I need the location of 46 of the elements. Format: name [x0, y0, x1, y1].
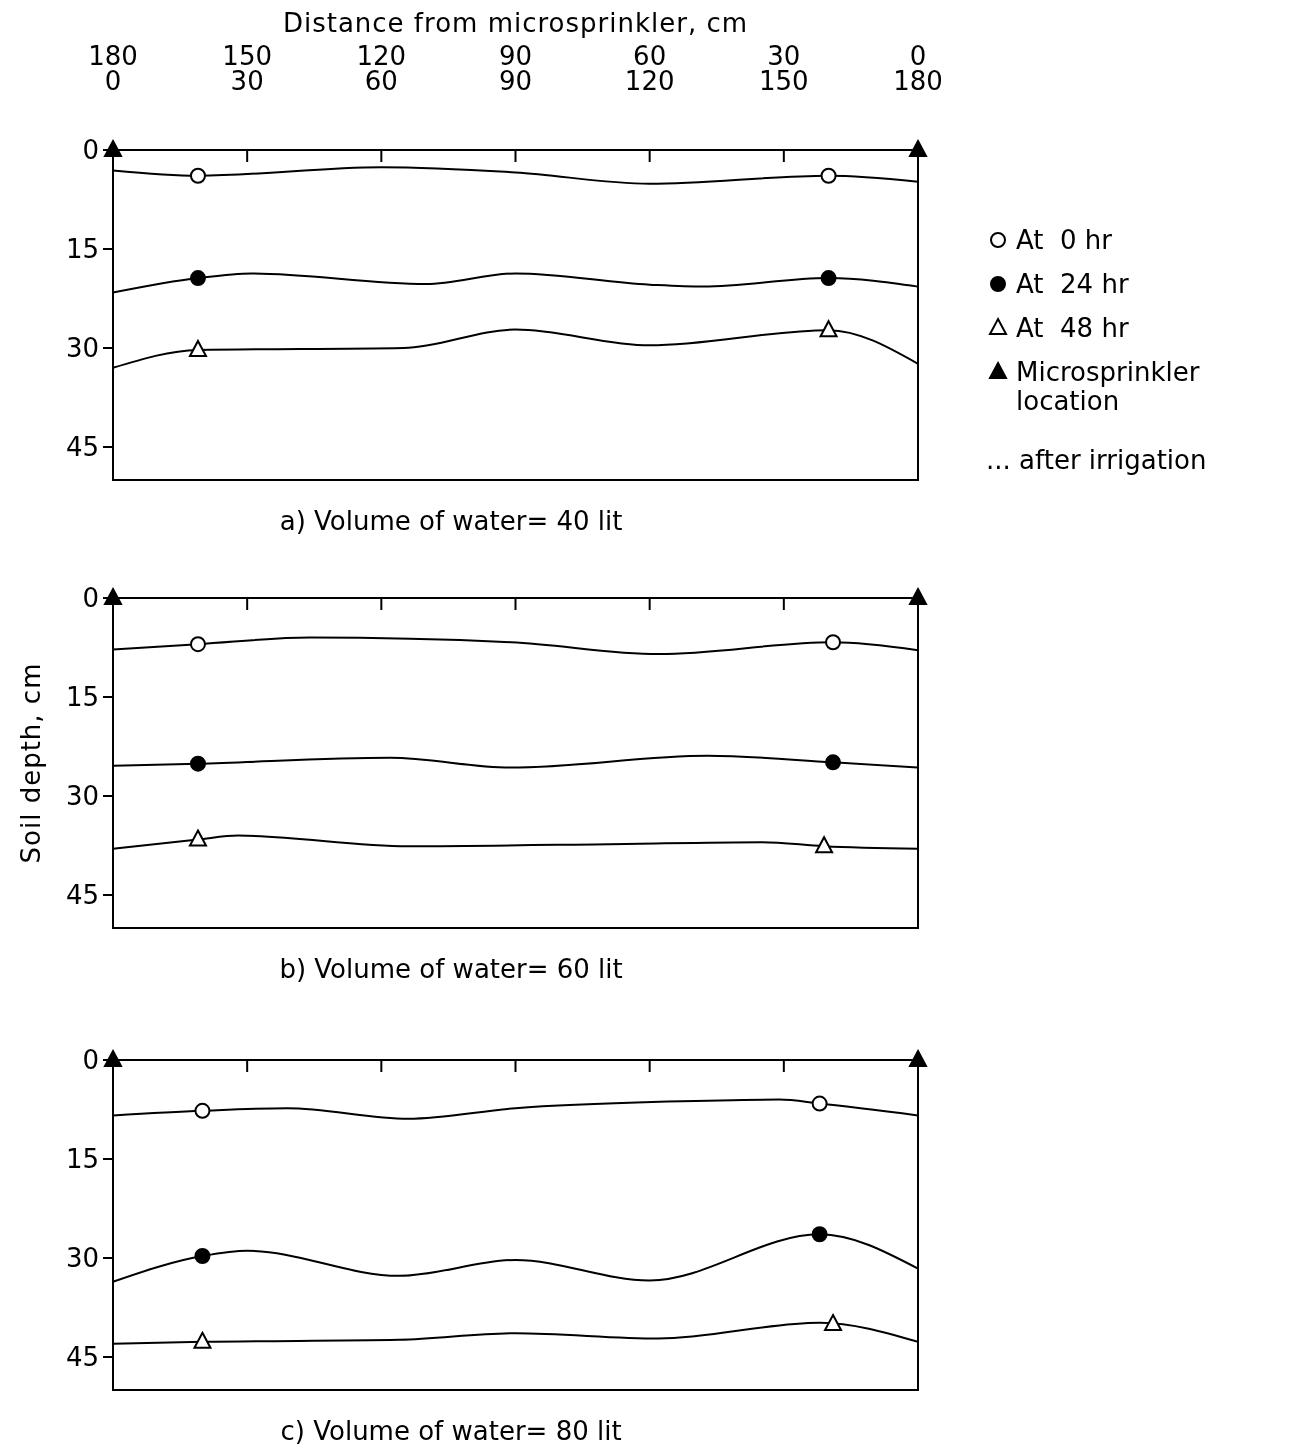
- y-tick-label: 0: [82, 1045, 99, 1076]
- legend-label: Microsprinkler location: [1016, 357, 1200, 416]
- point: [811, 1095, 828, 1112]
- y-tick-label: 45: [65, 880, 99, 911]
- y-tick-label: 0: [82, 583, 99, 614]
- point: [194, 1248, 211, 1265]
- point: [104, 588, 122, 605]
- point: [104, 1050, 122, 1067]
- y-tick-label: 15: [65, 1144, 99, 1175]
- y-tick-label: 15: [65, 234, 99, 265]
- y-tick-label: 15: [65, 682, 99, 713]
- text: a) Volume of water= 40 lit: [279, 506, 623, 536]
- y-tick-label: 30: [65, 333, 99, 364]
- point: [825, 754, 842, 771]
- y-tick-label: 30: [65, 781, 99, 812]
- point: [815, 836, 834, 854]
- point: [825, 634, 842, 651]
- point: [189, 167, 206, 184]
- point: [820, 270, 837, 287]
- y-tick-label: 30: [65, 1243, 99, 1274]
- point: [819, 320, 838, 338]
- point: [104, 140, 122, 157]
- y-axis-title: Soil depth, cm: [16, 662, 46, 864]
- x-axis-title: Distance from microsprinkler, cm: [282, 8, 749, 38]
- y-tick-label: 45: [65, 1342, 99, 1373]
- point: [909, 1050, 927, 1067]
- point: [189, 270, 206, 287]
- point: [909, 140, 927, 157]
- y-tick-label: 0: [82, 135, 99, 166]
- legend-label: At 0 hr: [1016, 225, 1113, 256]
- point: [189, 636, 206, 653]
- text: b) Volume of water= 60 lit: [279, 954, 623, 984]
- text: c) Volume of water= 80 lit: [280, 1416, 622, 1446]
- point: [824, 1314, 843, 1331]
- legend-label: At 24 hr: [1016, 269, 1129, 300]
- point: [188, 339, 207, 357]
- point: [189, 755, 206, 772]
- point: [193, 1331, 212, 1349]
- point: [194, 1102, 211, 1119]
- y-tick-label: 45: [65, 432, 99, 463]
- point: [811, 1226, 828, 1243]
- point: [909, 588, 927, 605]
- point: [820, 167, 837, 184]
- legend-label: At 48 hr: [1016, 313, 1129, 344]
- point: [188, 829, 207, 847]
- text: ... after irrigation: [986, 445, 1207, 476]
